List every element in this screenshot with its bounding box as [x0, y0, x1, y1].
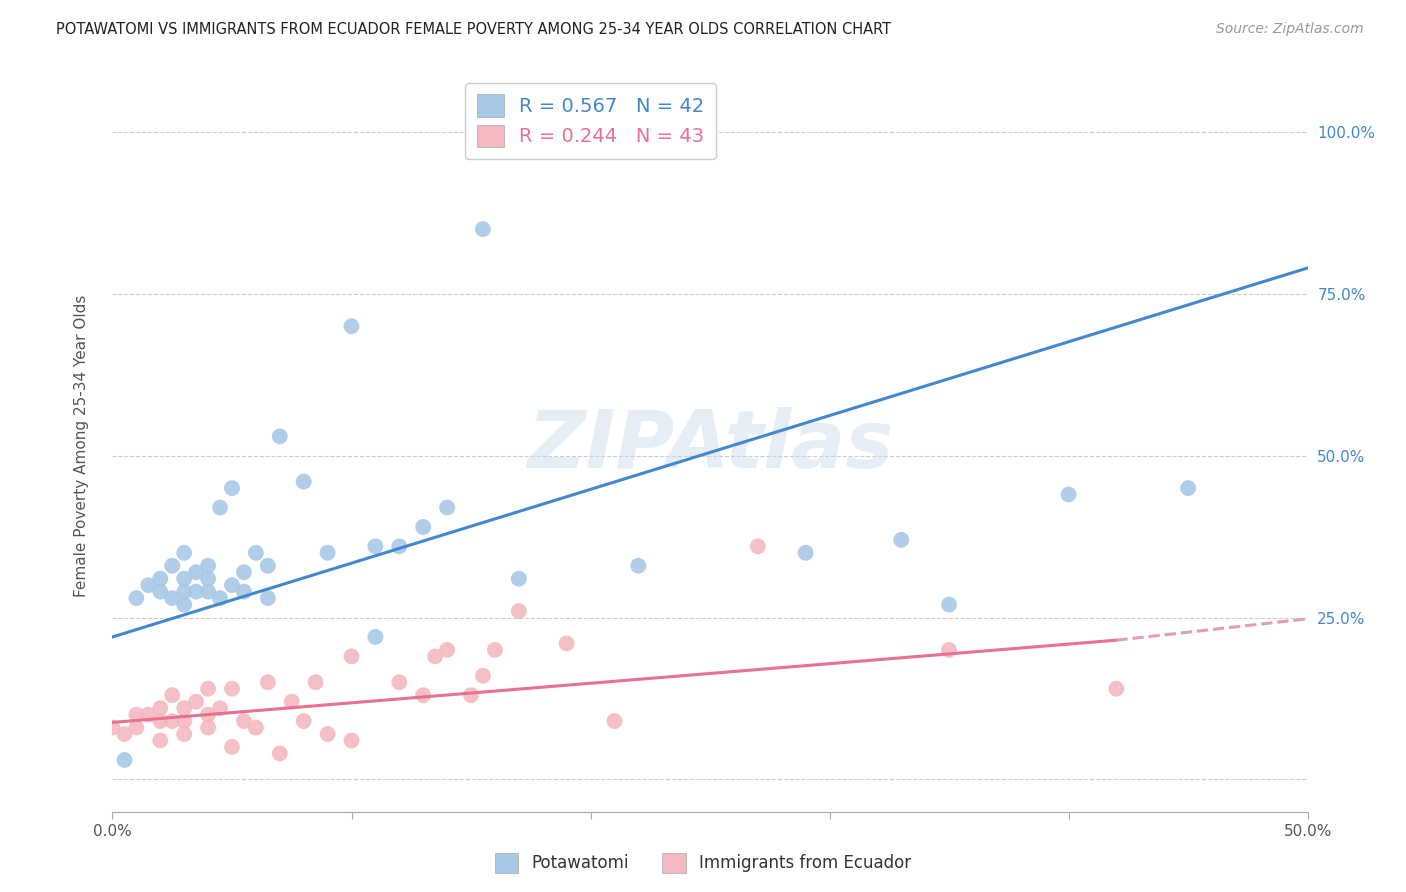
Point	[364, 630, 387, 644]
Point	[197, 681, 219, 696]
Point	[257, 558, 280, 573]
Point	[794, 546, 817, 560]
Point	[425, 649, 447, 664]
Point	[186, 584, 208, 599]
Point	[138, 578, 160, 592]
Point	[209, 500, 232, 515]
Point	[233, 584, 256, 599]
Text: ZIPAtlas: ZIPAtlas	[527, 407, 893, 485]
Point	[1057, 487, 1080, 501]
Point	[460, 688, 482, 702]
Point	[197, 707, 219, 722]
Legend: R = 0.567   N = 42, R = 0.244   N = 43: R = 0.567 N = 42, R = 0.244 N = 43	[465, 83, 716, 159]
Point	[173, 546, 195, 560]
Point	[125, 707, 148, 722]
Point	[173, 714, 195, 728]
Point	[197, 572, 219, 586]
Point	[197, 721, 219, 735]
Point	[305, 675, 328, 690]
Point	[162, 714, 183, 728]
Point	[938, 598, 960, 612]
Point	[209, 591, 232, 606]
Point	[162, 558, 183, 573]
Point	[149, 714, 172, 728]
Point	[603, 714, 626, 728]
Point	[162, 591, 183, 606]
Point	[472, 222, 495, 236]
Point	[221, 739, 243, 754]
Point	[890, 533, 912, 547]
Point	[292, 714, 315, 728]
Point	[173, 572, 195, 586]
Point	[472, 669, 495, 683]
Point	[436, 643, 458, 657]
Point	[340, 733, 363, 747]
Point	[436, 500, 458, 515]
Point	[484, 643, 506, 657]
Point	[508, 572, 530, 586]
Point	[221, 481, 243, 495]
Point	[173, 727, 195, 741]
Point	[1105, 681, 1128, 696]
Point	[221, 578, 243, 592]
Point	[508, 604, 530, 618]
Point	[173, 584, 195, 599]
Text: POTAWATOMI VS IMMIGRANTS FROM ECUADOR FEMALE POVERTY AMONG 25-34 YEAR OLDS CORRE: POTAWATOMI VS IMMIGRANTS FROM ECUADOR FE…	[56, 22, 891, 37]
Point	[149, 572, 172, 586]
Point	[149, 733, 172, 747]
Point	[245, 546, 267, 560]
Point	[114, 753, 135, 767]
Point	[149, 701, 172, 715]
Point	[257, 591, 280, 606]
Point	[209, 701, 232, 715]
Point	[388, 675, 411, 690]
Point	[138, 707, 160, 722]
Point	[173, 701, 195, 715]
Point	[627, 558, 650, 573]
Point	[149, 584, 172, 599]
Point	[340, 319, 363, 334]
Point	[221, 681, 243, 696]
Point	[125, 721, 148, 735]
Point	[114, 727, 135, 741]
Point	[412, 520, 434, 534]
Point	[233, 714, 256, 728]
Y-axis label: Female Poverty Among 25-34 Year Olds: Female Poverty Among 25-34 Year Olds	[75, 295, 89, 597]
Point	[197, 558, 219, 573]
Point	[101, 721, 124, 735]
Point	[938, 643, 960, 657]
Point	[186, 695, 208, 709]
Point	[269, 429, 291, 443]
Point	[269, 747, 291, 761]
Point	[125, 591, 148, 606]
Point	[747, 539, 769, 553]
Point	[364, 539, 387, 553]
Point	[412, 688, 434, 702]
Point	[1177, 481, 1199, 495]
Point	[233, 566, 256, 580]
Point	[162, 688, 183, 702]
Point	[281, 695, 304, 709]
Point	[316, 727, 339, 741]
Point	[292, 475, 315, 489]
Point	[388, 539, 411, 553]
Point	[257, 675, 280, 690]
Point	[245, 721, 267, 735]
Point	[340, 649, 363, 664]
Legend: Potawatomi, Immigrants from Ecuador: Potawatomi, Immigrants from Ecuador	[488, 847, 918, 880]
Point	[173, 598, 195, 612]
Point	[555, 636, 578, 650]
Point	[316, 546, 339, 560]
Text: Source: ZipAtlas.com: Source: ZipAtlas.com	[1216, 22, 1364, 37]
Point	[197, 584, 219, 599]
Point	[186, 566, 208, 580]
